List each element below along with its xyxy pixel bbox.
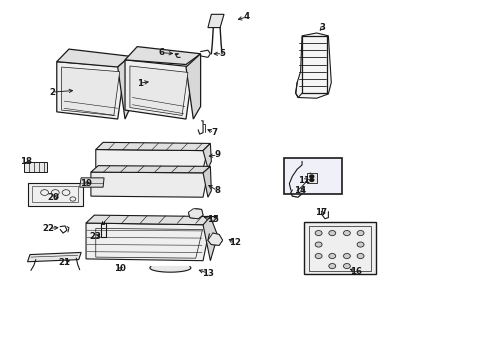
Circle shape <box>309 179 313 181</box>
Polygon shape <box>91 166 210 173</box>
Text: 18: 18 <box>20 157 32 166</box>
Polygon shape <box>118 56 130 119</box>
Polygon shape <box>125 46 200 64</box>
Text: 9: 9 <box>214 150 220 159</box>
Circle shape <box>328 230 335 235</box>
Polygon shape <box>91 172 207 197</box>
Circle shape <box>309 175 313 178</box>
Text: 15: 15 <box>206 215 218 224</box>
Polygon shape <box>80 178 104 187</box>
Polygon shape <box>57 62 125 119</box>
Polygon shape <box>203 217 217 261</box>
Polygon shape <box>24 162 47 172</box>
Text: 11: 11 <box>297 176 309 185</box>
Polygon shape <box>61 67 120 116</box>
Polygon shape <box>295 33 330 98</box>
Circle shape <box>315 230 322 235</box>
Circle shape <box>356 253 363 258</box>
Text: 1: 1 <box>136 79 142 88</box>
Circle shape <box>356 230 363 235</box>
Polygon shape <box>96 149 207 168</box>
Text: 22: 22 <box>42 224 54 233</box>
Circle shape <box>315 242 322 247</box>
Bar <box>284 158 341 194</box>
Bar <box>304 222 375 274</box>
Text: 10: 10 <box>114 265 126 274</box>
Text: 19: 19 <box>80 179 92 188</box>
Circle shape <box>328 264 335 269</box>
Polygon shape <box>185 54 200 119</box>
Circle shape <box>343 253 349 258</box>
Polygon shape <box>203 143 211 168</box>
Polygon shape <box>27 183 82 206</box>
Text: 2: 2 <box>49 87 55 96</box>
Text: 17: 17 <box>315 208 327 217</box>
Text: 16: 16 <box>349 267 361 276</box>
Text: 7: 7 <box>211 128 217 137</box>
Text: 5: 5 <box>219 49 225 58</box>
Polygon shape <box>130 66 187 116</box>
Text: 21: 21 <box>58 258 70 267</box>
Polygon shape <box>57 49 130 67</box>
Text: 20: 20 <box>47 193 59 202</box>
Circle shape <box>343 264 349 269</box>
Polygon shape <box>27 252 81 262</box>
Polygon shape <box>207 14 224 28</box>
Polygon shape <box>306 173 316 183</box>
Text: 8: 8 <box>214 186 220 195</box>
Text: 14: 14 <box>294 185 306 194</box>
Circle shape <box>328 253 335 258</box>
Circle shape <box>315 253 322 258</box>
Text: 12: 12 <box>228 238 240 247</box>
Text: 3: 3 <box>319 23 325 32</box>
Polygon shape <box>150 267 190 272</box>
Polygon shape <box>207 233 222 245</box>
Text: 6: 6 <box>158 48 164 57</box>
Circle shape <box>356 242 363 247</box>
Circle shape <box>343 230 349 235</box>
Polygon shape <box>203 166 211 197</box>
Polygon shape <box>125 60 193 119</box>
Text: 23: 23 <box>90 232 102 241</box>
Polygon shape <box>96 142 210 150</box>
Text: 13: 13 <box>202 269 213 278</box>
Polygon shape <box>188 209 203 219</box>
Text: 4: 4 <box>244 12 249 21</box>
Polygon shape <box>86 215 217 225</box>
Polygon shape <box>86 223 210 261</box>
